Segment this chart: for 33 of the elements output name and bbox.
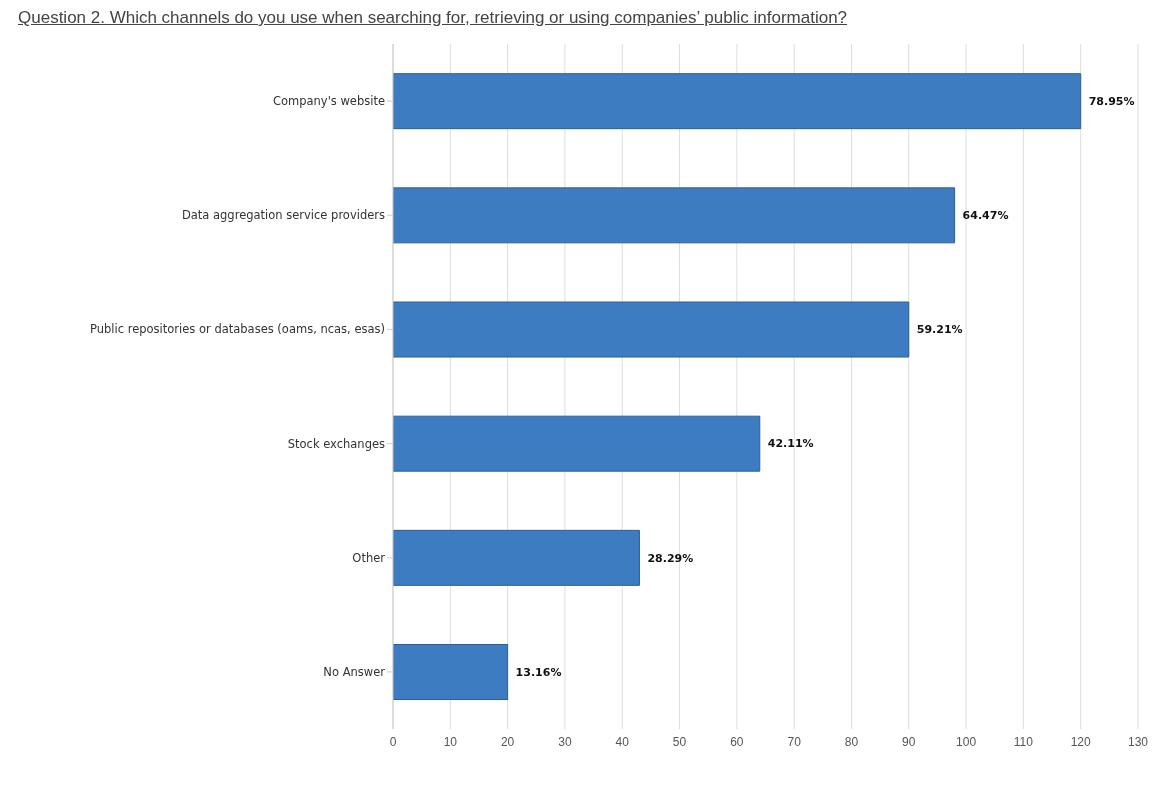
annotation: 42.11% <box>767 437 814 451</box>
bar <box>393 187 956 244</box>
bar <box>393 301 910 358</box>
y-tick-label: Stock exchanges <box>287 436 385 451</box>
x-tick-label: 110 <box>1013 734 1034 749</box>
bar <box>393 73 1082 130</box>
bar <box>393 415 761 472</box>
x-tick-label: 40 <box>615 734 630 749</box>
x-tick-label: 100 <box>956 734 977 749</box>
x-tick-label: 50 <box>672 734 687 749</box>
y-tick-label: No Answer <box>323 665 386 679</box>
bar <box>393 644 509 701</box>
y-tick-label: Other <box>352 550 386 565</box>
x-tick-label: 80 <box>844 734 859 749</box>
y-tick-label: Public repositories or databases (oams, ncas, esas) <box>90 322 385 337</box>
annotation: 59.21% <box>916 323 963 337</box>
annotation: 64.47% <box>962 209 1009 223</box>
bar <box>393 529 640 586</box>
chart-title: Question 2. Which channels do you use when searching for, retrieving or using companies’ public information? <box>17 8 849 28</box>
x-tick-label: 70 <box>787 734 802 749</box>
x-tick-label: 130 <box>1127 734 1149 749</box>
annotation: 78.95% <box>1088 94 1135 108</box>
annotation: 28.29% <box>647 551 694 565</box>
x-tick-label: 20 <box>500 734 515 749</box>
x-tick-label: 90 <box>902 734 916 749</box>
x-tick-label: 10 <box>443 734 458 749</box>
x-tick-label: 0 <box>389 734 397 749</box>
x-tick-label: 60 <box>730 734 744 749</box>
y-tick-label: Data aggregation service providers <box>181 208 385 223</box>
y-tick-label: Company's website <box>272 94 385 109</box>
annotation: 13.16% <box>515 665 562 679</box>
x-tick-label: 30 <box>558 734 572 749</box>
x-tick-label: 120 <box>1070 734 1092 749</box>
